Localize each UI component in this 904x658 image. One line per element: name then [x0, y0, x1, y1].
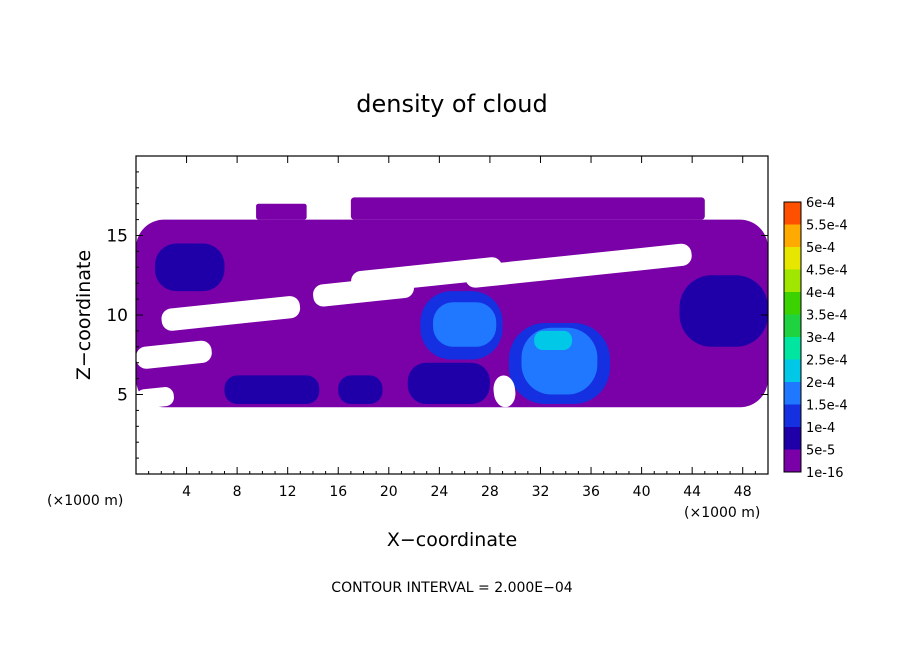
- x-tick-label-48: 48: [734, 484, 752, 500]
- x-tick-label-16: 16: [329, 484, 347, 500]
- y-axis: 5 10 15: [106, 171, 768, 459]
- clear-gap-6: [136, 387, 174, 409]
- cloud-region-6: [224, 375, 320, 405]
- colorbar-swatch-2: [784, 404, 801, 427]
- colorbar-label-12: 6e-4: [806, 196, 835, 211]
- colorbar-label-3: 1.5e-4: [806, 399, 848, 414]
- x-tick-label-12: 12: [279, 484, 297, 500]
- x-tick-label-8: 8: [233, 484, 242, 500]
- y-tick-label-10: 10: [106, 306, 128, 326]
- colorbar-swatch-7: [784, 292, 801, 315]
- clear-gap-2: [161, 296, 301, 331]
- clear-gap-3: [313, 275, 414, 307]
- contour-interval-note: CONTOUR INTERVAL = 2.000E−04: [331, 580, 572, 596]
- colorbar-swatch-10: [784, 224, 801, 247]
- colorbar-frame: [783, 201, 802, 473]
- colorbar-label-1: 5e-5: [806, 444, 835, 459]
- colorbar-swatch-5: [784, 337, 801, 360]
- y-tick-label-15: 15: [106, 227, 128, 247]
- x-tick-label-28: 28: [481, 484, 499, 500]
- colorbar-swatch-1: [784, 427, 801, 450]
- clear-gap-1: [465, 243, 692, 288]
- cloud-region-1: [256, 203, 307, 220]
- colorbar-legend: 1e-16 5e-5 1e-4 1.5e-4 2e-4 2.5e-4 3e-4 3.5e-4 4…: [783, 196, 848, 481]
- y-axis-label: Z−coordinate: [73, 250, 95, 380]
- cloud-region-10: [433, 302, 497, 347]
- cloud-region-3: [154, 243, 225, 292]
- cloud-region-2: [350, 197, 705, 220]
- cloud-region-5: [407, 362, 490, 405]
- colorbar-label-5: 2.5e-4: [806, 354, 848, 369]
- contour-field: [136, 197, 768, 409]
- x-tick-label-24: 24: [430, 484, 448, 500]
- colorbar-swatch-8: [784, 269, 801, 292]
- x-axis-unit-left: (×1000 m): [47, 493, 123, 509]
- colorbar-label-6: 3e-4: [806, 331, 835, 346]
- colorbar-label-0: 1e-16: [806, 466, 844, 481]
- colorbar-swatch-11: [784, 202, 801, 225]
- x-tick-label-36: 36: [582, 484, 600, 500]
- colorbar-swatch-0: [784, 449, 801, 472]
- x-axis-unit-right: (×1000 m): [684, 505, 760, 521]
- colorbar-label-10: 5e-4: [806, 241, 835, 256]
- colorbar-label-7: 3.5e-4: [806, 309, 848, 324]
- x-tick-label-20: 20: [380, 484, 398, 500]
- clear-gap-4: [136, 340, 212, 369]
- y-tick-label-5: 5: [117, 386, 128, 406]
- colorbar-swatch-6: [784, 314, 801, 337]
- colorbar-label-4: 2e-4: [806, 376, 835, 391]
- cloud-region-7: [338, 375, 383, 405]
- x-tick-label-44: 44: [683, 484, 701, 500]
- x-tick-label-40: 40: [633, 484, 651, 500]
- clear-gap-5: [493, 375, 516, 408]
- colorbar-swatch-9: [784, 247, 801, 270]
- x-axis-label: X−coordinate: [387, 529, 517, 551]
- cloud-region-12: [534, 330, 573, 350]
- x-axis: 4 8 12 16 20 24 28 32 36 40 44 48: [148, 156, 756, 500]
- cloud-region-4: [679, 275, 768, 347]
- colorbar-swatch-3: [784, 382, 801, 405]
- chart-title: density of cloud: [356, 90, 547, 118]
- colorbar-label-9: 4.5e-4: [806, 264, 848, 279]
- x-tick-label-32: 32: [532, 484, 550, 500]
- colorbar-swatch-4: [784, 359, 801, 382]
- colorbar-label-2: 1e-4: [806, 421, 835, 436]
- x-tick-label-4: 4: [182, 484, 191, 500]
- colorbar-label-11: 5.5e-4: [806, 219, 848, 234]
- colorbar-label-8: 4e-4: [806, 286, 835, 301]
